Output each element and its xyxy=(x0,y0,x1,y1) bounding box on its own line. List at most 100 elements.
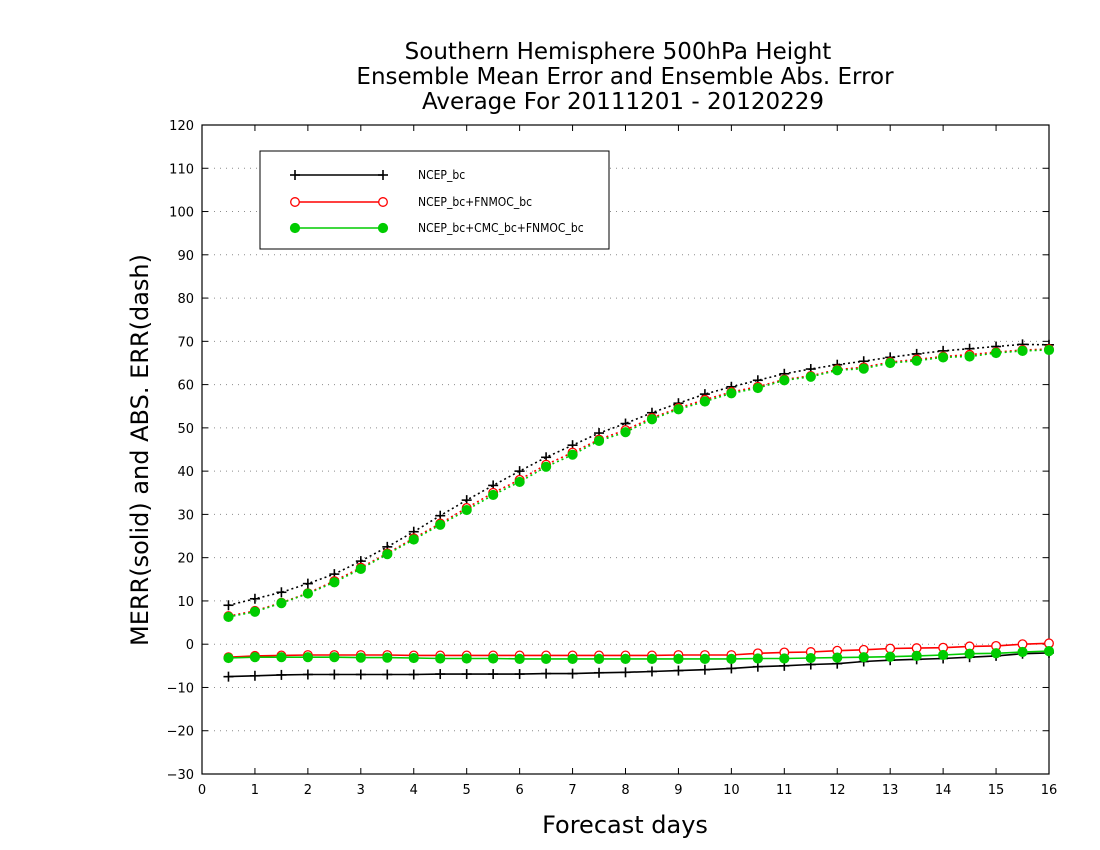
title-line-2: Ensemble Mean Error and Ensemble Abs. Er… xyxy=(356,64,894,90)
merr-point xyxy=(911,650,922,661)
x-tick-label: 1 xyxy=(251,783,259,798)
legend-label: NCEP_bc xyxy=(418,168,465,182)
merr-point xyxy=(329,652,340,663)
merr-point xyxy=(832,652,843,663)
legend-label: NCEP_bc+FNMOC_bc xyxy=(418,195,532,209)
series-layer xyxy=(223,339,1055,682)
merr-point xyxy=(990,648,1002,659)
merr-point xyxy=(699,653,711,665)
x-tick-label: 5 xyxy=(463,783,471,798)
merr-point xyxy=(408,669,419,680)
title-line-3: Average For 20111201 - 20120229 xyxy=(422,89,824,115)
series-1 xyxy=(223,344,1054,663)
abs-err-point xyxy=(858,363,869,374)
merr-point xyxy=(276,669,287,680)
abs-err-point xyxy=(249,606,261,617)
abs-err-point xyxy=(276,587,287,598)
series-2 xyxy=(223,344,1055,665)
x-tick-label: 10 xyxy=(723,783,740,798)
merr-point xyxy=(355,669,366,680)
abs-err-point xyxy=(249,593,260,604)
abs-err-point xyxy=(911,355,922,366)
merr-line xyxy=(228,652,1050,678)
legend-marker xyxy=(289,222,301,234)
x-tick-label: 15 xyxy=(988,783,1005,798)
y-tick-label: 70 xyxy=(177,335,194,350)
merr-point xyxy=(964,648,975,659)
merr-point xyxy=(249,652,261,663)
merr-point xyxy=(488,653,499,664)
y-tick-label: 0 xyxy=(186,638,194,653)
y-tick-label: −10 xyxy=(167,681,194,696)
merr-point xyxy=(488,669,499,680)
abs-err-point xyxy=(223,600,234,611)
merr-point xyxy=(752,653,763,664)
abs-err-point xyxy=(752,382,763,394)
x-tick-label: 11 xyxy=(776,783,793,798)
legend-item: NCEP_bc+CMC_bc+FNMOC_bc xyxy=(289,221,584,235)
merr-point xyxy=(223,652,234,664)
legend-marker xyxy=(378,197,388,207)
series-0 xyxy=(223,339,1054,682)
legend-marker xyxy=(290,170,300,180)
merr-point xyxy=(461,669,472,680)
x-tick-label: 0 xyxy=(198,783,206,798)
abs-err-point xyxy=(699,396,711,407)
abs-err-point xyxy=(302,578,313,589)
x-tick-label: 9 xyxy=(674,783,682,798)
merr-point xyxy=(435,669,446,680)
abs-err-point xyxy=(540,461,552,472)
abs-err-line xyxy=(228,343,1050,607)
abs-err-point xyxy=(276,597,287,609)
merr-point xyxy=(435,653,446,664)
y-tick-label: 10 xyxy=(177,595,194,610)
abs-err-point xyxy=(673,404,684,415)
x-tick-label: 16 xyxy=(1041,783,1058,798)
merr-point xyxy=(646,653,658,665)
abs-err-point xyxy=(620,427,631,438)
merr-point xyxy=(382,669,393,680)
abs-err-point xyxy=(435,519,446,530)
merr-point xyxy=(541,668,552,679)
x-tick-label: 14 xyxy=(935,783,952,798)
legend-box xyxy=(259,150,610,250)
y-tick-label: 120 xyxy=(169,119,194,134)
x-tick-label: 13 xyxy=(882,783,899,798)
abs-err-point xyxy=(832,365,843,376)
x-axis-label: Forecast days xyxy=(542,811,708,839)
gridlines xyxy=(202,167,1049,732)
abs-err-point xyxy=(964,351,975,362)
abs-err-point xyxy=(646,414,658,425)
abs-err-point xyxy=(567,449,578,460)
merr-point xyxy=(938,649,949,661)
merr-point xyxy=(858,652,869,663)
abs-err-point xyxy=(1017,345,1028,356)
abs-err-point xyxy=(990,347,1002,359)
y-tick-label: −20 xyxy=(167,725,194,740)
x-tick-label: 7 xyxy=(568,783,576,798)
x-tick-label: 12 xyxy=(829,783,846,798)
merr-point xyxy=(699,664,710,675)
y-tick-label: 80 xyxy=(177,292,194,307)
merr-point xyxy=(805,652,816,664)
merr-point xyxy=(726,653,737,665)
x-tick-label: 8 xyxy=(621,783,629,798)
y-axis-label: MERR(solid) and ABS. ERR(dash) xyxy=(126,254,154,646)
merr-point xyxy=(726,663,737,674)
y-tick-label: 30 xyxy=(177,508,194,523)
y-tick-label: 20 xyxy=(177,552,194,567)
x-tick-label: 4 xyxy=(410,783,418,798)
chart-title: Southern Hemisphere 500hPa Height Ensemb… xyxy=(356,39,894,115)
abs-err-point xyxy=(885,357,896,369)
abs-err-point xyxy=(1043,344,1055,356)
y-tick-label: 100 xyxy=(169,206,194,221)
plot-area-frame xyxy=(201,124,1050,775)
abs-err-point xyxy=(461,504,472,516)
merr-point xyxy=(249,670,260,681)
abs-err-line xyxy=(228,349,1050,618)
abs-err-point xyxy=(726,388,737,399)
legend-marker xyxy=(378,170,388,180)
merr-point xyxy=(540,653,552,665)
y-tick-label: 60 xyxy=(177,379,194,394)
